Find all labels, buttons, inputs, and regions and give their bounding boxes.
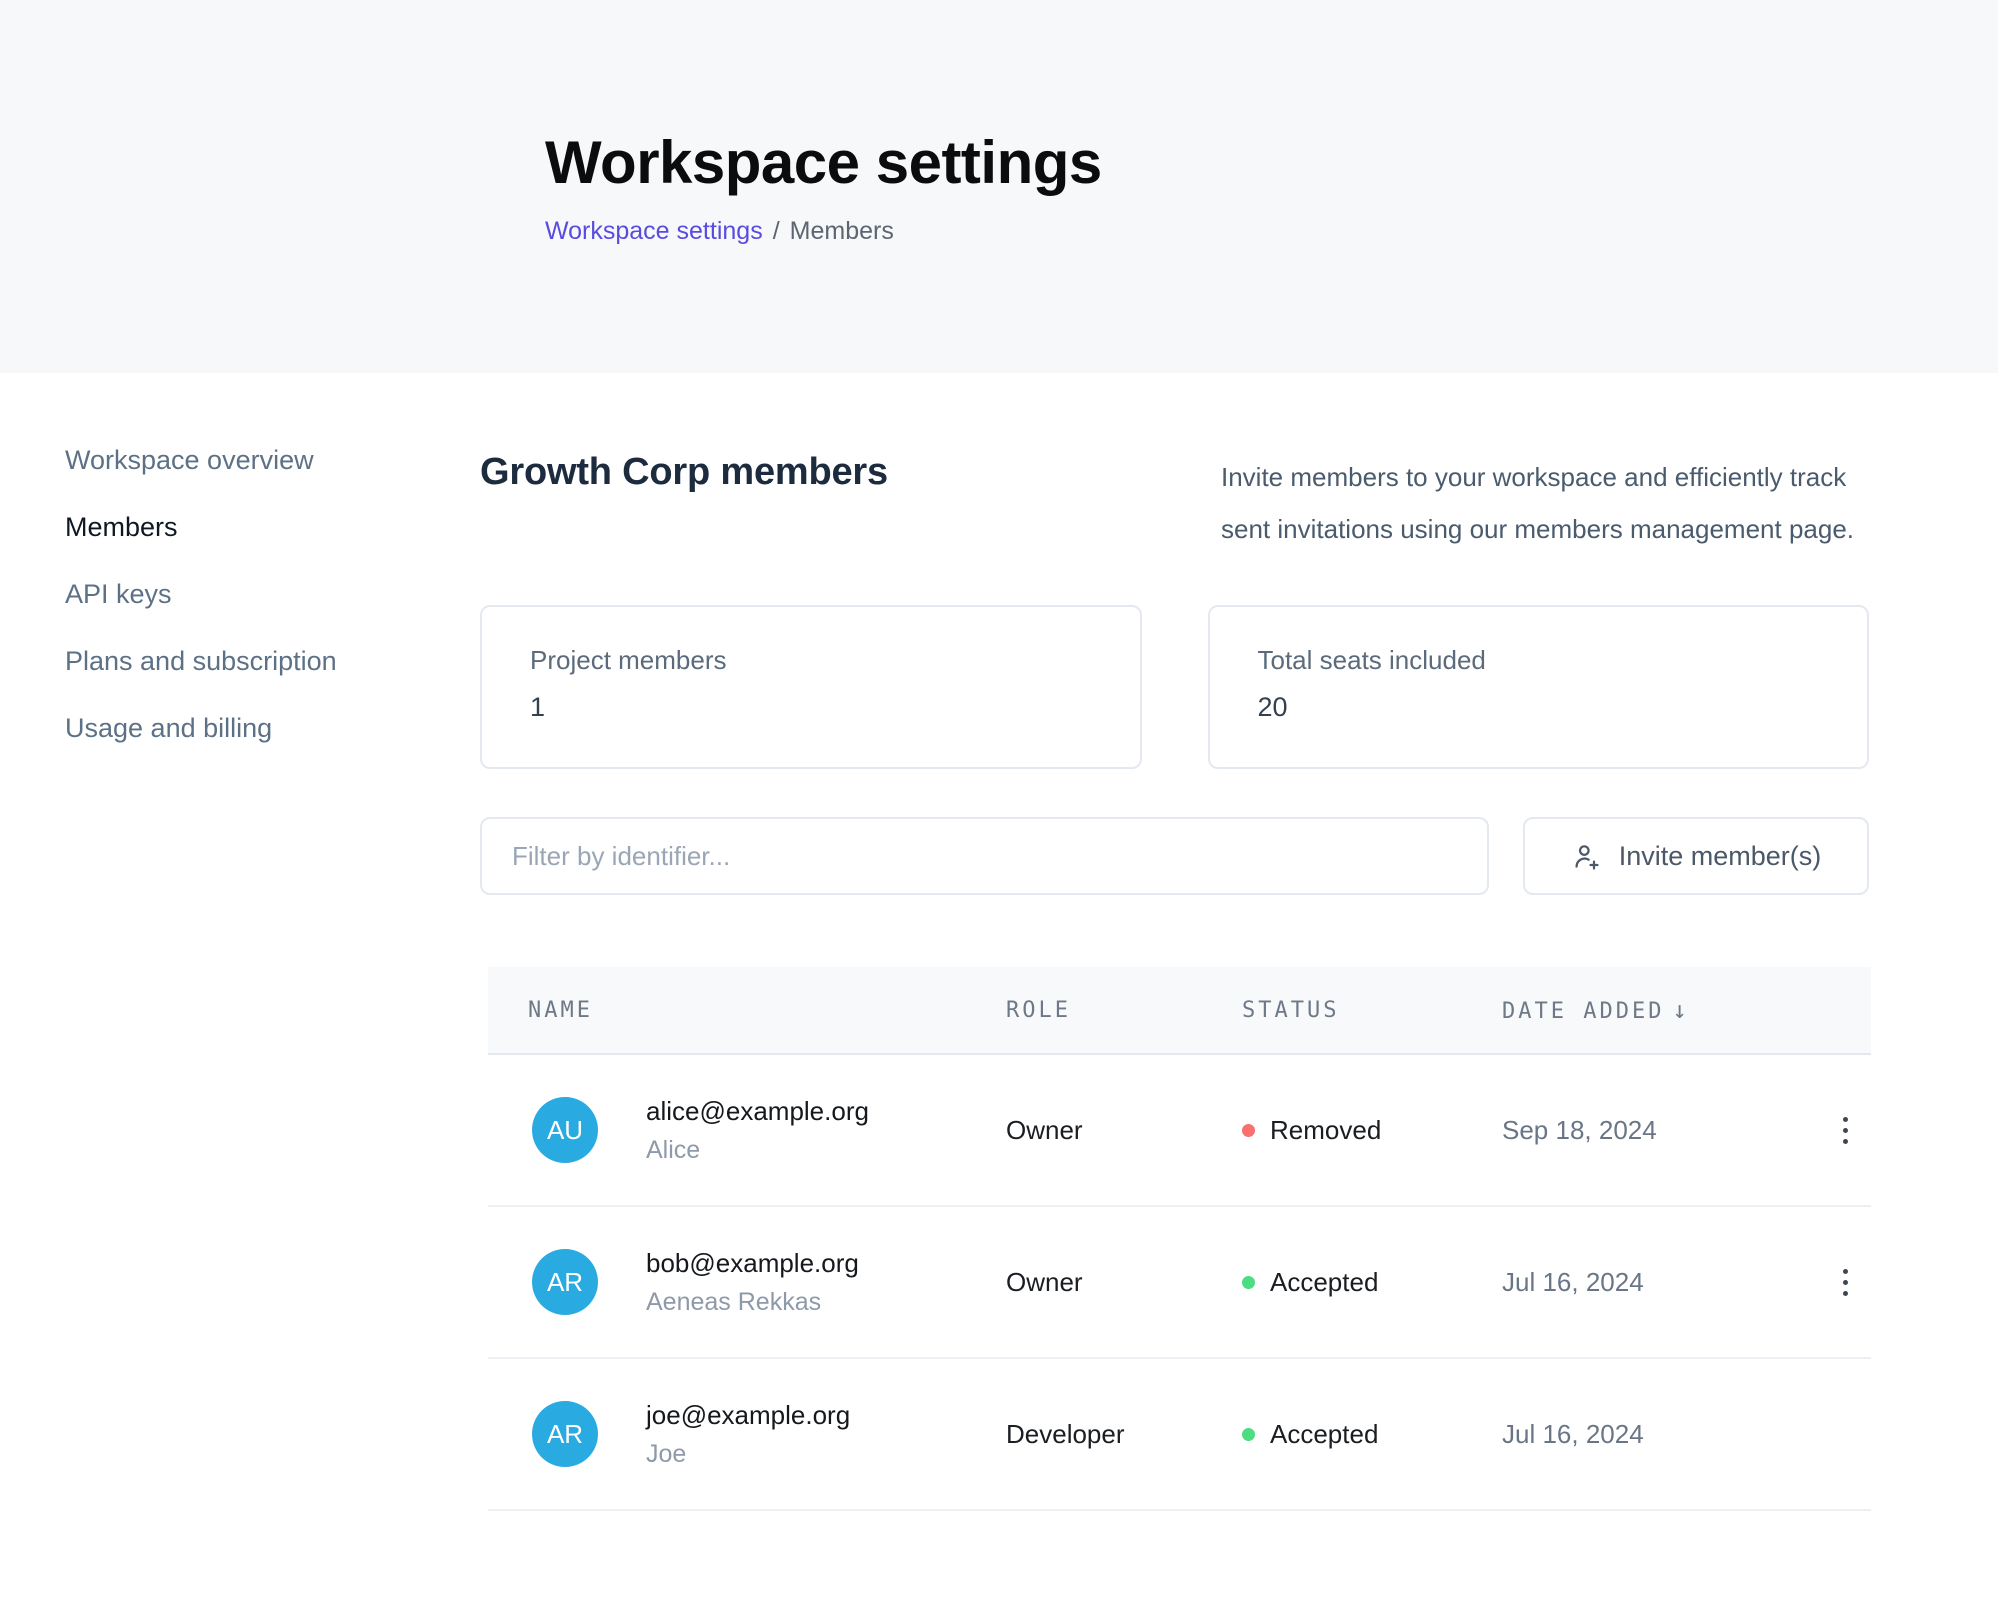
member-date-added: Jul 16, 2024 (1502, 1266, 1644, 1297)
settings-sidebar: Workspace overview Members API keys Plan… (0, 373, 480, 1511)
column-header-name: NAME (528, 997, 593, 1023)
page-title: Workspace settings (545, 129, 1102, 196)
sidebar-item-api-keys[interactable]: API keys (65, 579, 172, 609)
member-name: Joe (646, 1439, 687, 1468)
members-table-header: NAME ROLE STATUS DATE ADDED ↓ (488, 967, 1871, 1055)
member-status: Accepted (1242, 1419, 1502, 1450)
content-area: Workspace overview Members API keys Plan… (0, 373, 1998, 1511)
sidebar-item-plans-and-subscription[interactable]: Plans and subscription (65, 646, 337, 676)
stat-card-total-seats: Total seats included 20 (1207, 605, 1869, 769)
stat-value: 1 (530, 692, 546, 722)
table-row: AR joe@example.org Joe Developer Accepte… (488, 1359, 1871, 1511)
avatar: AU (532, 1097, 598, 1163)
status-dot (1242, 1427, 1255, 1441)
member-stats: Project members 1 Total seats included 2… (480, 605, 1869, 769)
sidebar-item-workspace-overview[interactable]: Workspace overview (65, 445, 314, 475)
member-role: Owner (1006, 1114, 1083, 1145)
member-date-added: Sep 18, 2024 (1502, 1114, 1657, 1145)
kebab-menu-icon (1842, 1268, 1848, 1274)
table-row: AR bob@example.org Aeneas Rekkas Owner A… (488, 1207, 1871, 1359)
column-header-role: ROLE (1006, 997, 1071, 1023)
breadcrumb: Workspace settings / Members (545, 217, 1998, 246)
status-dot (1242, 1275, 1255, 1289)
status-label: Accepted (1270, 1266, 1379, 1297)
filter-input[interactable] (480, 817, 1489, 895)
members-table: NAME ROLE STATUS DATE ADDED ↓ AU alice@ex… (488, 967, 1871, 1511)
sidebar-item-usage-and-billing[interactable]: Usage and billing (65, 713, 273, 743)
member-name: Alice (646, 1135, 701, 1164)
breadcrumb-separator: / (772, 217, 780, 245)
sidebar-item-members[interactable]: Members (65, 512, 178, 542)
member-date-added: Jul 16, 2024 (1502, 1418, 1644, 1449)
status-dot (1242, 1123, 1255, 1137)
column-header-status: STATUS (1242, 997, 1340, 1023)
stat-card-project-members: Project members 1 (480, 605, 1142, 769)
members-section-description: Invite members to your workspace and eff… (1221, 462, 1855, 544)
table-row: AU alice@example.org Alice Owner Removed… (488, 1055, 1871, 1207)
stat-value: 20 (1257, 692, 1288, 722)
column-header-date-added[interactable]: DATE ADDED ↓ (1502, 996, 1687, 1024)
invite-members-label: Invite member(s) (1618, 840, 1822, 871)
stat-label: Project members (530, 645, 727, 675)
row-menu-button[interactable] (1819, 1252, 1871, 1312)
member-email: alice@example.org (646, 1095, 869, 1126)
invite-members-button[interactable]: Invite member(s) (1523, 817, 1869, 895)
member-email: joe@example.org (646, 1399, 851, 1430)
member-role: Developer (1006, 1418, 1125, 1449)
breadcrumb-current: Members (789, 217, 894, 245)
members-section-heading: Growth Corp members (480, 451, 888, 493)
sort-descending-icon: ↓ (1672, 996, 1687, 1024)
member-status: Removed (1242, 1115, 1502, 1146)
avatar: AR (532, 1401, 598, 1467)
member-status: Accepted (1242, 1267, 1502, 1298)
members-panel: Growth Corp members Invite members to yo… (480, 373, 1871, 1511)
page-header: Workspace settings Workspace settings / Me… (0, 0, 1998, 373)
breadcrumb-link-workspace-settings[interactable]: Workspace settings (545, 217, 763, 245)
status-label: Removed (1270, 1114, 1382, 1145)
member-role: Owner (1006, 1266, 1083, 1297)
kebab-menu-icon (1842, 1116, 1848, 1122)
avatar: AR (532, 1249, 598, 1315)
member-name: Aeneas Rekkas (646, 1287, 822, 1316)
status-label: Accepted (1270, 1418, 1379, 1449)
row-menu-button[interactable] (1819, 1100, 1871, 1160)
member-email: bob@example.org (646, 1247, 859, 1278)
stat-label: Total seats included (1257, 645, 1486, 675)
person-plus-icon (1571, 841, 1602, 872)
